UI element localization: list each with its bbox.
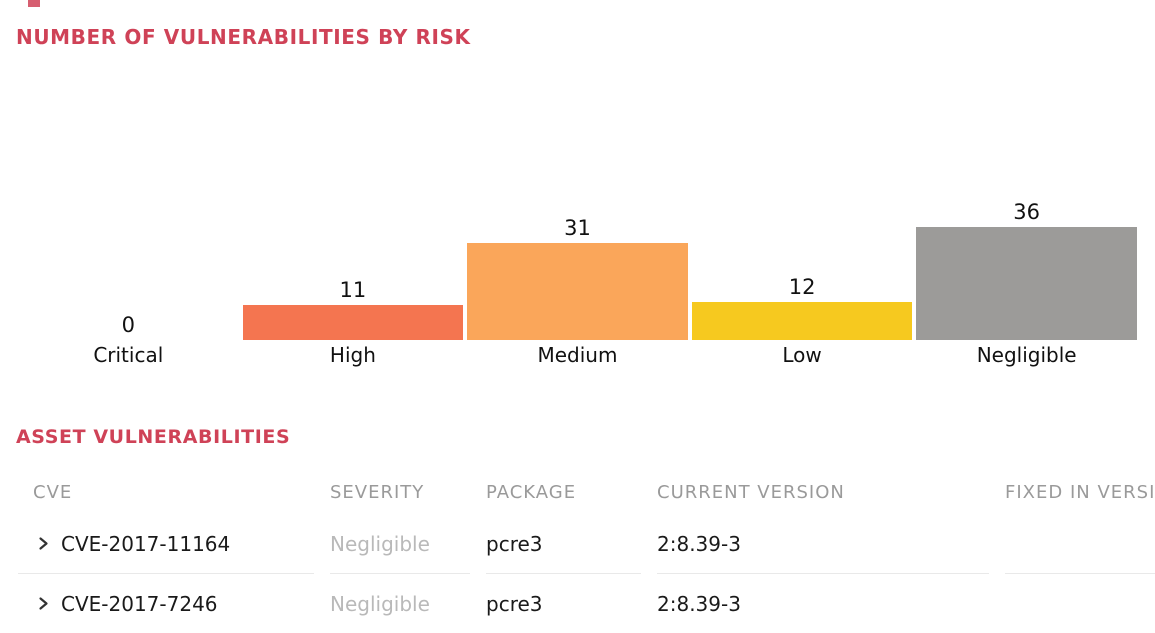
- cell-cve: CVE-2017-11164: [18, 514, 314, 574]
- bar-category-label: Negligible: [976, 343, 1077, 367]
- bar-high: [242, 305, 464, 340]
- chart-column-medium: 31 Medium: [465, 166, 690, 366]
- bar-value-label: 36: [1013, 200, 1041, 224]
- column-header-package: PACKAGE: [486, 481, 577, 503]
- cve-id-text: CVE-2017-11164: [61, 531, 231, 556]
- bar-value-label: 11: [339, 278, 367, 303]
- row-expand-button[interactable]: [36, 596, 50, 612]
- cell-fixed-in-version: [1005, 574, 1155, 633]
- chevron-right-icon: [38, 537, 48, 550]
- column-header-severity: SEVERITY: [330, 481, 425, 503]
- table-section-title: ASSET VULNERABILITIES: [16, 426, 291, 448]
- cell-severity: Negligible: [330, 574, 470, 633]
- cve-id-text: CVE-2017-7246: [61, 591, 218, 616]
- cell-package: pcre3: [486, 514, 641, 574]
- cell-fixed-in-version: [1005, 514, 1155, 574]
- bar-category-label: Critical: [93, 343, 164, 367]
- cell-current-version: 2:8.39-3: [657, 574, 989, 633]
- bar-value-label: 0: [121, 313, 135, 337]
- chart-column-negligible: 36 Negligible: [914, 166, 1139, 366]
- cell-current-version: 2:8.39-3: [657, 514, 989, 574]
- cell-package: pcre3: [486, 574, 641, 633]
- bar-value-label: 31: [564, 215, 591, 240]
- bar-value-label: 12: [788, 275, 816, 300]
- column-header-current-version: CURRENT VERSION: [657, 481, 845, 503]
- bar-category-label: High: [329, 343, 376, 367]
- chart-column-high: 11 High: [241, 166, 466, 366]
- chart-section-title: NUMBER OF VULNERABILITIES BY RISK: [16, 25, 471, 49]
- column-header-fixed-in-version: FIXED IN VERSION: [1005, 481, 1155, 503]
- bar-low: [691, 302, 913, 340]
- chart-column-low: 12 Low: [690, 166, 915, 366]
- row-expand-button[interactable]: [36, 536, 50, 552]
- chart-column-critical: 0 Critical: [16, 166, 241, 366]
- vulnerabilities-by-risk-chart: 0 Critical 11 High 31 Medium 12 Low 36 Negligible: [16, 166, 1139, 366]
- bar-category-label: Medium: [537, 343, 618, 367]
- chevron-right-icon: [38, 597, 48, 610]
- column-header-cve: CVE: [33, 481, 73, 503]
- bar-category-label: Low: [782, 343, 822, 367]
- bar-medium: [467, 242, 688, 340]
- bar-negligible: [916, 227, 1137, 340]
- cell-severity: Negligible: [330, 514, 470, 574]
- asset-vulnerabilities-table: CVE SEVERITY PACKAGE CURRENT VERSION FIX…: [18, 470, 1155, 633]
- cut-off-element-fragment: [28, 0, 40, 7]
- cell-cve: CVE-2017-7246: [18, 574, 314, 633]
